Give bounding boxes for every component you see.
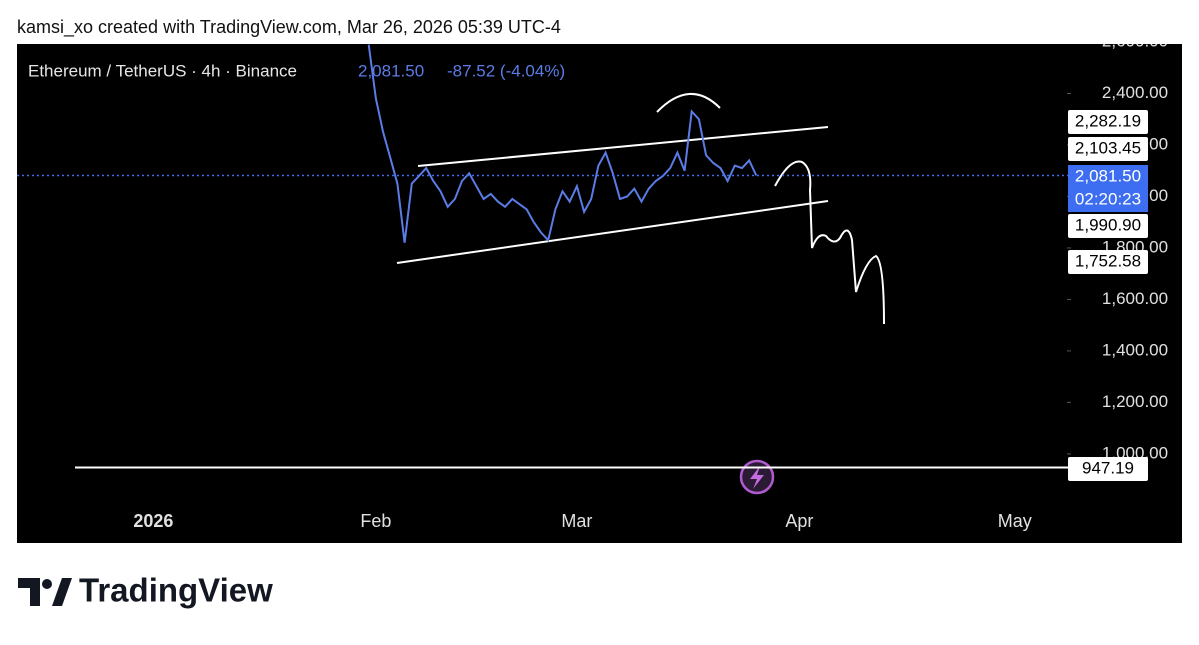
x-tick-label: 2026 bbox=[133, 511, 173, 531]
drawings bbox=[396, 92, 885, 325]
price-label-box bbox=[1068, 137, 1148, 161]
channel-upper bbox=[417, 126, 829, 167]
y-tick-label: 2,400.00 bbox=[1102, 83, 1168, 102]
countdown: 02:20:23 bbox=[1075, 189, 1141, 208]
last-price-box bbox=[1068, 165, 1148, 212]
price-label: 947.19 bbox=[1082, 458, 1134, 477]
price-label-box bbox=[1068, 214, 1148, 238]
lightning-icon bbox=[750, 466, 764, 489]
y-tick-label: 1,400.00 bbox=[1102, 340, 1168, 359]
x-tick-label: Feb bbox=[360, 511, 391, 531]
logo bbox=[18, 578, 72, 606]
plot-area bbox=[17, 44, 1182, 543]
price-label-box bbox=[1068, 110, 1148, 134]
price-label: 2,282.19 bbox=[1075, 111, 1141, 130]
plot-layer bbox=[367, 44, 885, 325]
projection bbox=[774, 160, 885, 325]
channel-lower bbox=[396, 200, 829, 264]
last-price-label: 2,081.50 bbox=[1075, 166, 1141, 185]
caption: kamsi_xo created with TradingView.com, M… bbox=[17, 17, 561, 38]
price-line bbox=[367, 44, 758, 243]
price-label-box bbox=[1068, 457, 1148, 481]
legend-change: -87.52 (-4.04%) bbox=[447, 61, 565, 80]
brand: TradingView bbox=[79, 572, 273, 609]
price-label: 1,990.90 bbox=[1075, 215, 1141, 234]
peak-arc bbox=[656, 92, 721, 113]
x-tick-label: Apr bbox=[785, 511, 813, 531]
legend-price: 2,081.50 bbox=[358, 61, 424, 80]
symbol: Ethereum / TetherUS · 4h · Binance bbox=[28, 61, 297, 80]
y-tick-label: 2,600.00 bbox=[1102, 31, 1168, 50]
price-label-box bbox=[1068, 250, 1148, 274]
x-tick-label: May bbox=[998, 511, 1032, 531]
x-tick-label: Mar bbox=[561, 511, 592, 531]
y-tick-label: 1,600.00 bbox=[1102, 289, 1168, 308]
y-tick-label: 1,200.00 bbox=[1102, 392, 1168, 411]
price-label: 2,103.45 bbox=[1075, 138, 1141, 157]
price-label: 1,752.58 bbox=[1075, 251, 1141, 270]
